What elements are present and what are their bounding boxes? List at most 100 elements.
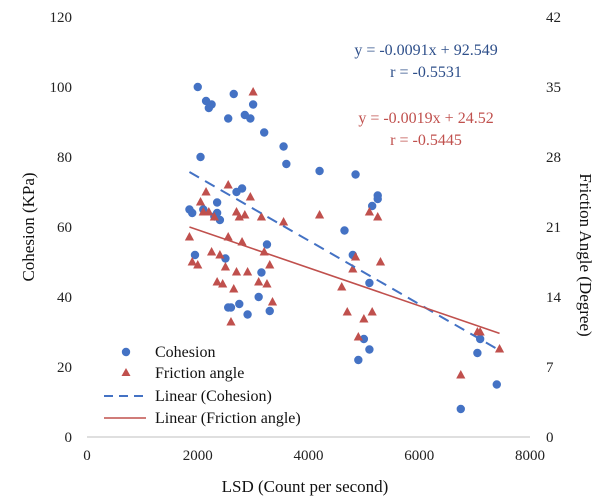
legend-friction-marker (121, 368, 131, 376)
cohesion-point (196, 152, 205, 162)
cohesion-point (475, 334, 485, 344)
friction-angle-point (187, 257, 197, 266)
friction-angle-point (359, 314, 369, 323)
y-left-tick-label: 20 (57, 360, 72, 376)
cohesion-point (492, 380, 501, 389)
cohesion-point (456, 404, 465, 414)
y-left-tick-label: 0 (65, 430, 73, 446)
cohesion-point (279, 142, 288, 151)
friction-angle-point (226, 317, 236, 326)
y-left-tick-label: 120 (50, 10, 73, 26)
x-axis-title: LSD (Count per second) (222, 477, 389, 496)
y-right-tick-label: 28 (546, 150, 561, 166)
legend-cohesion-marker (121, 347, 131, 357)
x-tick-label: 6000 (404, 448, 434, 464)
friction-angle-point (245, 192, 255, 201)
legend-cohesion-label: Cohesion (155, 344, 215, 361)
friction-angle-point (475, 327, 485, 336)
y-left-axis-title: Cohesion (KPa) (19, 172, 38, 281)
cohesion-point (265, 306, 274, 316)
cohesion-point (212, 198, 222, 207)
cohesion-point (373, 194, 382, 204)
friction-angle-point (231, 267, 242, 276)
legend-linear-friction-label: Linear (Friction angle) (155, 410, 301, 427)
data-marks (184, 82, 505, 414)
cohesion-point (243, 310, 252, 319)
friction-angle-point (223, 232, 233, 241)
friction-angle-point (337, 282, 347, 291)
cohesion-point (188, 208, 197, 218)
friction-angle-point (240, 210, 250, 219)
y-right-tick-label: 42 (546, 10, 561, 26)
cohesion-point (365, 345, 374, 354)
friction-equation: y = -0.0019x + 24.52 (358, 110, 493, 127)
tick-labels: 0 2000 4000 6000 800002040608010012007142128… (50, 10, 562, 464)
cohesion-point (351, 170, 360, 179)
cohesion-point (260, 128, 269, 137)
legend-linear-cohesion-label: Linear (Cohesion) (155, 388, 272, 405)
friction-angle-point (314, 210, 325, 219)
x-tick-label: 8000 (515, 448, 545, 464)
friction-angle-point (348, 264, 358, 273)
trendlines (188, 171, 501, 352)
friction-angle-point (229, 284, 239, 293)
y-left-tick-label: 40 (57, 290, 72, 306)
cohesion-point (207, 100, 216, 109)
friction-angle-point (220, 262, 231, 271)
cohesion-point (226, 303, 236, 312)
cohesion-point (354, 355, 363, 365)
friction-angle-point (248, 87, 258, 96)
friction-angle-point (209, 212, 219, 221)
friction-angle-point (223, 180, 233, 189)
x-tick-label: 2000 (183, 448, 213, 464)
cohesion-r: r = -0.5531 (390, 64, 462, 81)
friction-angle-point (201, 187, 211, 196)
friction-angle-point (373, 212, 383, 221)
friction-angle-point (353, 332, 363, 341)
friction-angle-point (254, 277, 264, 286)
cohesion-point (254, 292, 263, 302)
y-right-tick-label: 0 (546, 430, 554, 446)
friction-angle-point (342, 307, 352, 316)
friction-angle-point (206, 247, 217, 256)
y-left-tick-label: 100 (50, 80, 73, 96)
cohesion-point (257, 268, 266, 277)
cohesion-point (282, 159, 291, 169)
x-tick-label: 0 (83, 448, 91, 464)
friction-angle-point (350, 252, 361, 261)
cohesion-point (246, 114, 255, 123)
friction-angle-point (367, 307, 377, 316)
friction-angle-point (375, 257, 386, 266)
y-right-axis-title: Friction Angle (Degree) (576, 173, 595, 336)
cohesion-point (359, 334, 369, 344)
friction-angle-point (494, 344, 505, 353)
y-right-tick-label: 7 (546, 360, 554, 376)
friction-angle-point (212, 277, 222, 286)
cohesion-equation: y = -0.0091x + 92.549 (354, 42, 497, 59)
cohesion-point (315, 166, 324, 176)
y-right-tick-label: 14 (546, 290, 562, 306)
friction-angle-point (256, 212, 267, 221)
friction-angle-point (278, 217, 289, 226)
cohesion-point (237, 184, 247, 193)
y-right-tick-label: 21 (546, 220, 561, 236)
cohesion-point (340, 226, 349, 235)
friction-angle-point (265, 260, 275, 269)
friction-angle-point (215, 250, 225, 259)
friction-angle-point (267, 297, 278, 306)
friction-angle-point (204, 207, 214, 216)
friction-angle-point (456, 370, 466, 379)
y-left-tick-label: 80 (57, 150, 72, 166)
cohesion-point (229, 89, 238, 99)
friction-angle-point (262, 279, 272, 288)
friction-angle-point (364, 207, 375, 216)
friction-angle-point (193, 260, 203, 269)
cohesion-point (365, 278, 374, 288)
legend: Cohesion Friction angle Linear (Cohesion… (104, 344, 301, 427)
friction-angle-point (184, 232, 195, 241)
y-right-tick-label: 35 (546, 80, 561, 96)
cohesion-point (193, 82, 202, 92)
cohesion-trendline (188, 171, 501, 352)
cohesion-point (235, 299, 244, 309)
